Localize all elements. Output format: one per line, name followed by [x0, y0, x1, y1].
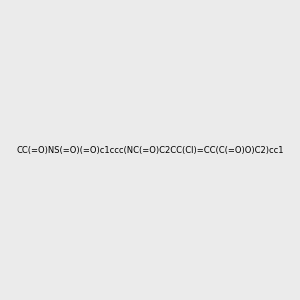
- Text: CC(=O)NS(=O)(=O)c1ccc(NC(=O)C2CC(Cl)=CC(C(=O)O)C2)cc1: CC(=O)NS(=O)(=O)c1ccc(NC(=O)C2CC(Cl)=CC(…: [16, 146, 284, 154]
